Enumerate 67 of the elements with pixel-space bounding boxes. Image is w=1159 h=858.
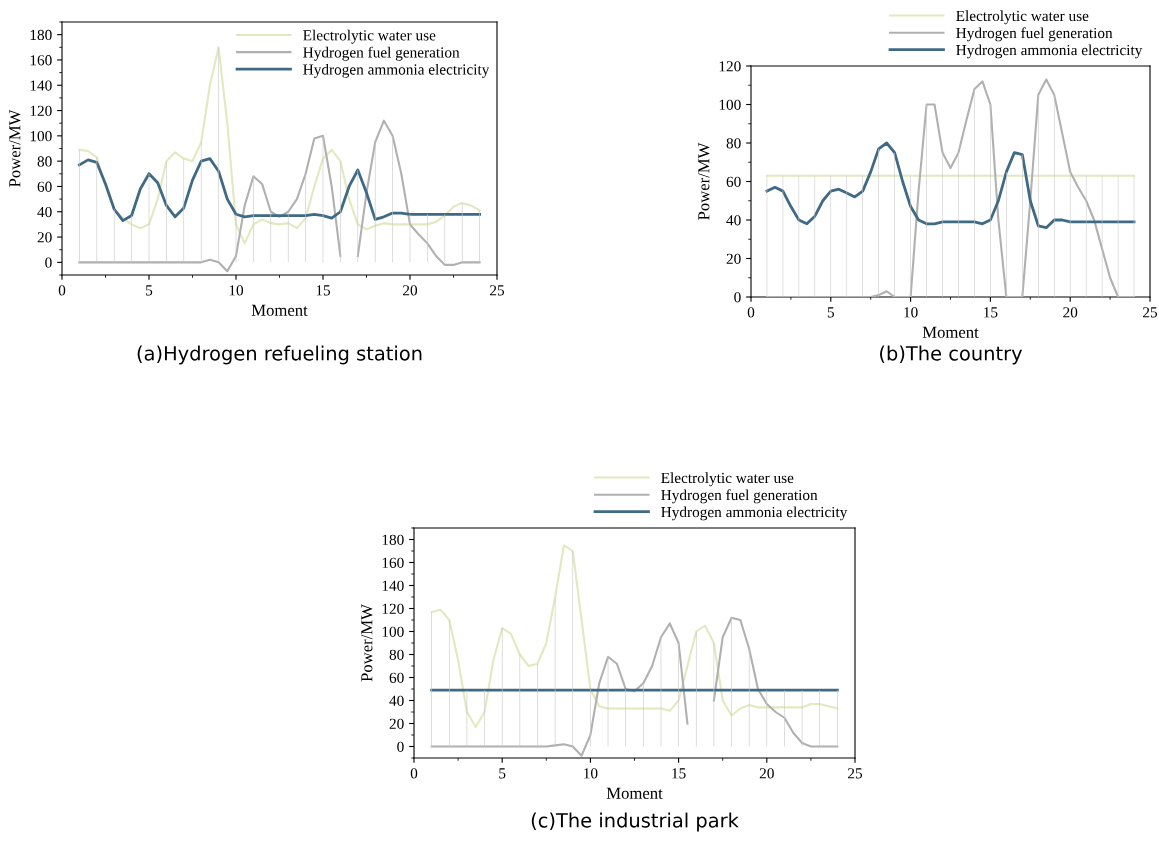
legend-label: Hydrogen fuel generation: [661, 489, 818, 504]
x-tick-label: 25: [1143, 307, 1158, 318]
legend-label: Hydrogen ammonia electricity: [303, 63, 490, 78]
x-tick-label: 25: [848, 768, 863, 779]
x-tick-label: 5: [146, 285, 153, 296]
y-tick-label: 60: [389, 672, 404, 683]
line-series: [765, 141, 1136, 230]
x-tick-label: 15: [984, 307, 998, 318]
x-tick-label: 5: [827, 307, 835, 318]
legend-label: Hydrogen ammonia electricity: [956, 44, 1143, 59]
legend-label: Electrolytic water use: [956, 10, 1089, 25]
x-tick-label: 0: [410, 768, 418, 779]
x-tick-label: 15: [316, 285, 331, 296]
x-axis-title: Moment: [606, 787, 663, 799]
line-series: [765, 78, 1136, 297]
x-tick-label: 5: [499, 768, 506, 779]
y-tick-label: 60: [37, 181, 52, 192]
text: (b)The country: [880, 345, 1023, 365]
y-tick-label: 80: [37, 156, 52, 167]
y-tick-label: 140: [30, 80, 52, 91]
y-axis-title: Power/MW: [361, 604, 373, 682]
x-tick-label: 0: [58, 285, 66, 296]
text: (c)The industrial park: [531, 812, 739, 832]
y-tick-label: 120: [382, 603, 404, 614]
legend-label: Hydrogen fuel generation: [303, 46, 460, 61]
legend-label: Hydrogen fuel generation: [956, 27, 1113, 42]
x-tick-label: 0: [747, 307, 755, 318]
y-tick-label: 140: [382, 580, 404, 591]
y-tick-label: 40: [389, 695, 404, 706]
x-tick-label: 20: [759, 768, 774, 779]
x-tick-label: 20: [403, 285, 418, 296]
legend-label: Electrolytic water use: [661, 472, 794, 487]
x-tick-label: 15: [672, 768, 686, 779]
line-series: [78, 157, 481, 222]
y-tick-label: 20: [389, 718, 404, 729]
legend-label: Hydrogen ammonia electricity: [661, 506, 848, 521]
text: (a)Hydrogen refueling station: [137, 345, 422, 365]
y-tick-label: 100: [719, 99, 741, 110]
x-tick-label: 25: [490, 285, 505, 296]
y-tick-label: 40: [37, 206, 52, 218]
y-tick-label: 0: [397, 741, 404, 752]
x-tick-label: 20: [1063, 307, 1078, 318]
y-tick-label: 80: [726, 138, 741, 149]
y-tick-label: 20: [37, 232, 52, 243]
y-tick-label: 0: [734, 292, 741, 303]
y-tick-label: 120: [719, 61, 741, 72]
y-tick-label: 0: [45, 257, 52, 268]
x-axis-title: Moment: [922, 326, 979, 338]
x-tick-label: 10: [904, 307, 918, 318]
y-tick-label: 40: [726, 215, 741, 226]
line-series: [430, 544, 839, 728]
y-tick-label: 100: [382, 626, 404, 637]
legend-label: Electrolytic water use: [303, 29, 436, 44]
y-tick-label: 80: [389, 649, 404, 660]
x-tick-label: 10: [229, 285, 244, 296]
x-axis-title: Moment: [251, 304, 308, 316]
x-tick-label: 10: [584, 768, 598, 779]
y-tick-label: 160: [30, 55, 52, 66]
y-tick-label: 180: [30, 29, 52, 41]
y-tick-label: 100: [30, 130, 52, 142]
y-tick-label: 160: [382, 557, 404, 568]
y-tick-label: 120: [30, 105, 52, 116]
y-axis-title: Power/MW: [9, 109, 21, 187]
y-tick-label: 60: [726, 176, 741, 187]
y-tick-label: 180: [382, 534, 404, 545]
y-tick-label: 20: [726, 253, 741, 264]
y-axis-title: Power/MW: [698, 142, 710, 220]
